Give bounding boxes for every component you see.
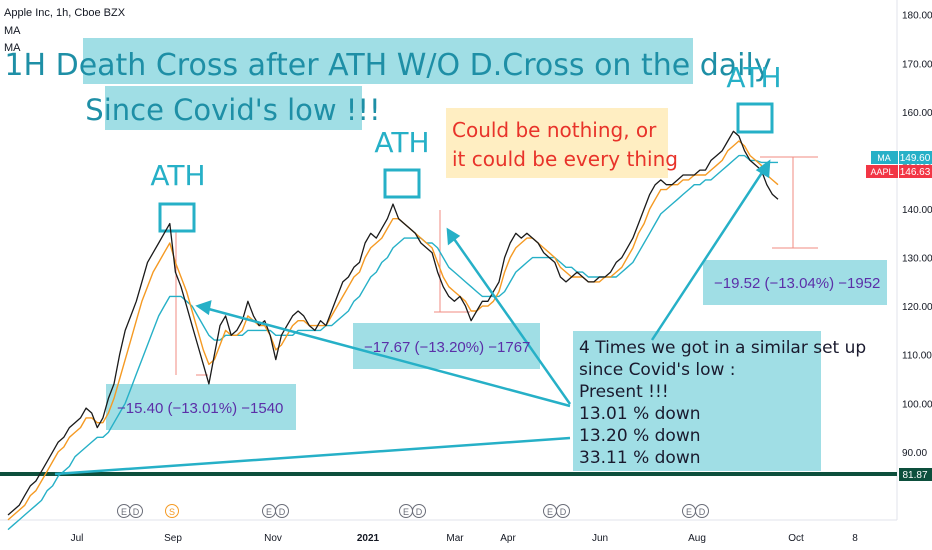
note-box-could-be [446,108,668,178]
y-tick-label: 90.00 [902,448,927,459]
y-tick-label: 160.00 [902,108,932,119]
event-marker-label: D [279,507,286,517]
summary-line: 4 Times we got in a similar set up [579,338,866,358]
y-tick-label: 170.00 [902,59,932,70]
ath-label-1: ATH [150,159,205,192]
title-box-1 [83,38,693,84]
measure-lines [170,156,818,376]
annotation-arrows [54,159,771,476]
y-tick-label: 110.00 [902,351,932,362]
summary-line: Present !!! [579,382,669,402]
ath-box-1 [158,202,196,233]
event-marker-label: E [121,507,127,517]
summary-box [573,331,821,471]
ath-label-3: ATH [726,61,781,94]
summary-line: 13.20 % down [579,426,701,446]
price-axis[interactable]: 90.00100.00110.00120.00130.00140.00150.0… [902,11,932,459]
ath-box-3 [736,102,774,134]
title-box-2 [105,86,362,130]
summary-line: 13.01 % down [579,404,701,424]
price-tag-ma: MA 149.60 [871,151,932,164]
y-tick-label: 100.00 [902,399,932,410]
price-tag-aapl: AAPL 146.63 [866,165,932,178]
could-be-line-2: it could be every thing [452,147,678,171]
event-marker-label: E [266,507,272,517]
svg-text:AAPL: AAPL [870,167,893,177]
time-axis[interactable]: Jul Sep Nov 2021 Mar Apr Jun Aug Oct 8 [71,533,859,544]
symbol-line[interactable]: Apple Inc, 1h, Cboe BZX [4,7,126,19]
title-line-1: 1H Death Cross after ATH W/O D.Cross on … [4,48,771,83]
indicator-ma-2[interactable]: MA [4,42,21,54]
series-line-ma-2 [7,154,778,531]
drop-label-3: −19.52 (−13.04%) −1952 [714,275,880,292]
x-tick-label: 2021 [357,533,380,544]
y-tick-label: 140.00 [902,205,932,216]
summary-line: since Covid's low : [579,360,736,380]
event-marker-d[interactable] [556,504,570,518]
summary-line: 33.11 % down [579,448,701,468]
y-tick-label: 180.00 [902,11,932,22]
svg-text:81.87: 81.87 [902,470,927,481]
y-tick-label: 120.00 [902,302,932,313]
drop-box-2 [353,323,540,369]
event-marker-d[interactable] [129,504,143,518]
svg-text:146.63: 146.63 [900,167,931,178]
event-marker-label: E [403,507,409,517]
indicator-ma-1[interactable]: MA [4,25,21,37]
event-marker-label: S [169,507,175,517]
event-marker-label: D [560,507,567,517]
event-marker-label: D [416,507,423,517]
price-tag-line: 81.87 [899,468,932,481]
series-line-ma-1 [7,140,779,521]
x-tick-label: Oct [788,533,804,544]
x-tick-label: Aug [688,533,706,544]
x-tick-label: Nov [264,533,282,544]
event-marker-d[interactable] [695,504,709,518]
x-tick-label: Sep [164,533,182,544]
event-marker-s[interactable] [165,504,179,518]
summary-text: 4 Times we got in a similar set upsince … [579,338,866,468]
could-be-line-1: Could be nothing, or [452,118,657,142]
series-layer [7,130,779,531]
event-marker-label: D [699,507,706,517]
y-tick-label: 130.00 [902,254,932,265]
x-tick-label: Mar [446,533,464,544]
x-tick-label: Apr [500,533,516,544]
title-line-2: Since Covid's low !!! [85,93,380,127]
drop-box-3 [703,260,887,305]
drop-label-2: −17.67 (−13.20%) −1767 [364,339,530,356]
event-marker-label: E [686,507,692,517]
event-marker-d[interactable] [275,504,289,518]
x-tick-label: Jul [71,533,84,544]
event-marker-d[interactable] [412,504,426,518]
series-line-aapl [7,130,779,516]
x-tick-label: 8 [852,533,858,544]
drop-box-1 [106,384,296,430]
svg-text:MA: MA [877,153,891,163]
x-tick-label: Jun [592,533,608,544]
event-marker-label: E [547,507,553,517]
event-marker-label: D [133,507,140,517]
svg-text:149.60: 149.60 [900,153,931,164]
ath-box-2 [383,168,421,199]
ath-label-2: ATH [374,126,429,159]
drop-label-1: −15.40 (−13.01%) −1540 [117,400,283,417]
